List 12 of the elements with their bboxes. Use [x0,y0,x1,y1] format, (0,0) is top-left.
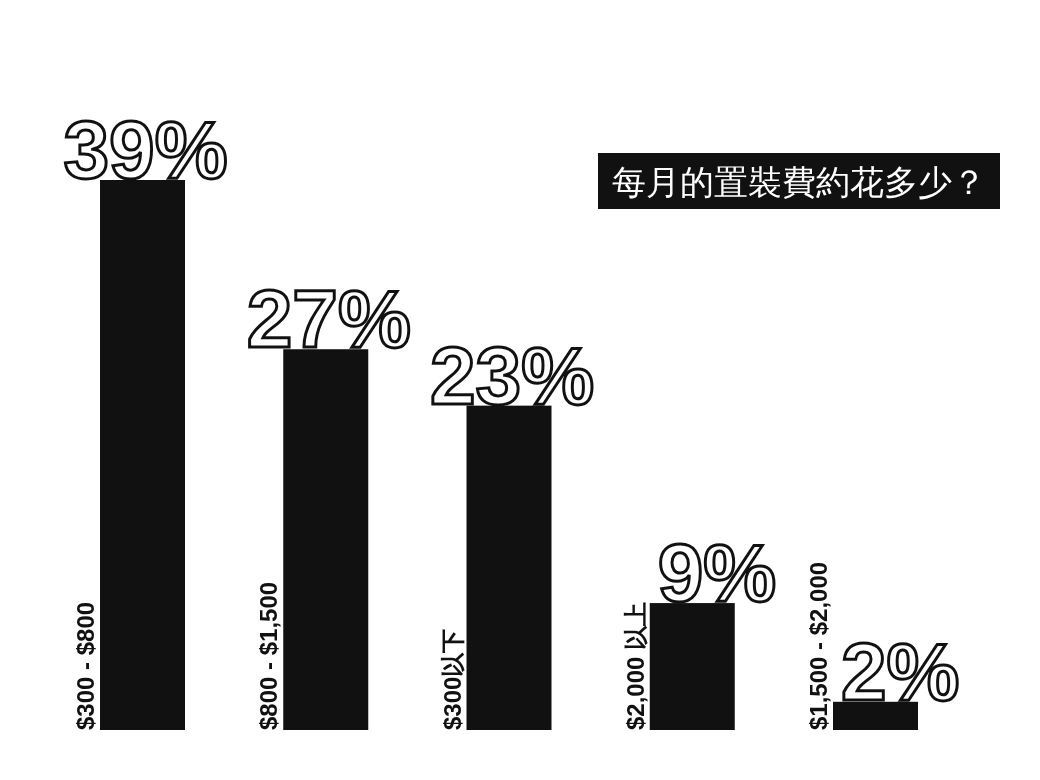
title: 每月的置裝費約花多少？ [598,153,1000,209]
data-label: 23% [429,329,595,421]
category-label: $2,000 以上 [621,601,649,730]
chart-title: 每月的置裝費約花多少？ [612,163,986,201]
category-label: $1,500 - $2,000 [805,561,832,730]
category-label: $300以下 [438,628,466,730]
category-label: $300 - $800 [72,601,99,730]
data-label: 39% [63,104,228,195]
category-label: $800 - $1,500 [255,581,283,730]
data-label: 9% [657,527,777,619]
data-label: 2% [841,625,960,717]
data-label: 27% [246,273,411,365]
